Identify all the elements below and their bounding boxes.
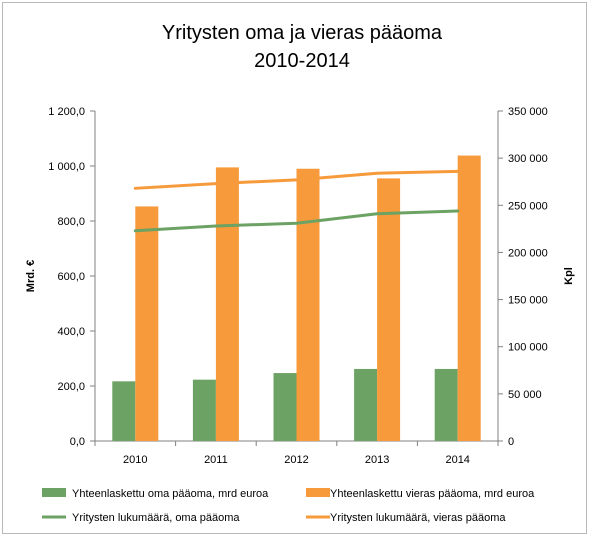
- y2-axis-title: Kpl: [563, 267, 575, 285]
- legend-label-0: Yhteenlaskettu oma pääoma, mrd euroa: [72, 488, 269, 500]
- x-tick-label: 2012: [284, 454, 308, 466]
- y-tick-label: 1 000,0: [48, 161, 85, 173]
- y2-tick-label: 300 000: [508, 153, 548, 165]
- bar-vieras-paaoma: [457, 155, 481, 442]
- x-tick-label: 2014: [445, 454, 469, 466]
- bar-vieras-paaoma: [215, 167, 239, 441]
- y-tick-label: 200,0: [57, 381, 85, 393]
- bar-oma-paaoma: [112, 381, 136, 441]
- y2-tick-label: 0: [508, 436, 514, 448]
- y2-tick-label: 200 000: [508, 247, 548, 259]
- plot-area: 0,0 200,0 400,0 600,0 800,0 1 000,0 1 200,0 0 50…: [25, 106, 575, 466]
- y2-tick-label: 100 000: [508, 342, 548, 354]
- legend-swatch-1: [306, 488, 330, 497]
- y2-tick-label: 50 000: [508, 389, 542, 401]
- bar-oma-paaoma: [192, 379, 216, 441]
- bar-vieras-paaoma: [135, 206, 159, 441]
- y2-tick-label: 350 000: [508, 106, 548, 118]
- bar-vieras-paaoma: [296, 168, 320, 441]
- bar-oma-paaoma: [354, 368, 378, 441]
- bar-vieras-paaoma: [377, 178, 401, 441]
- y2-tick-label: 250 000: [508, 200, 548, 212]
- x-tick-label: 2013: [365, 454, 389, 466]
- legend-label-2: Yritysten lukumäärä, oma pääoma: [72, 512, 240, 524]
- y-tick-label: 1 200,0: [48, 106, 85, 118]
- y-tick-label: 800,0: [57, 216, 85, 228]
- y-tick-label: 400,0: [57, 326, 85, 338]
- line-lukumaara-oma: [133, 209, 460, 233]
- line-lukumaara-vieras: [133, 169, 460, 190]
- y2-tick-label: 150 000: [508, 295, 548, 307]
- chart-title-line1: Yritysten oma ja vieras pääoma: [162, 22, 443, 44]
- legend-swatch-0: [42, 488, 66, 497]
- y-tick-label: 0,0: [70, 436, 85, 448]
- chart-frame: [2, 2, 587, 534]
- legend-label-1: Yhteenlaskettu vieras pääoma, mrd euroa: [330, 488, 535, 500]
- y-axis-title: Mrd. €: [25, 260, 37, 292]
- chart-title-line2: 2010-2014: [254, 50, 350, 72]
- y-tick-label: 600,0: [57, 271, 85, 283]
- x-tick-label: 2010: [123, 454, 147, 466]
- legend: Yhteenlaskettu oma pääoma, mrd euroa Yhte…: [42, 488, 535, 524]
- bar-oma-paaoma: [434, 368, 458, 441]
- bar-oma-paaoma: [273, 373, 297, 441]
- legend-label-3: Yritysten lukumäärä, vieras pääoma: [330, 512, 506, 524]
- x-tick-label: 2011: [204, 454, 228, 466]
